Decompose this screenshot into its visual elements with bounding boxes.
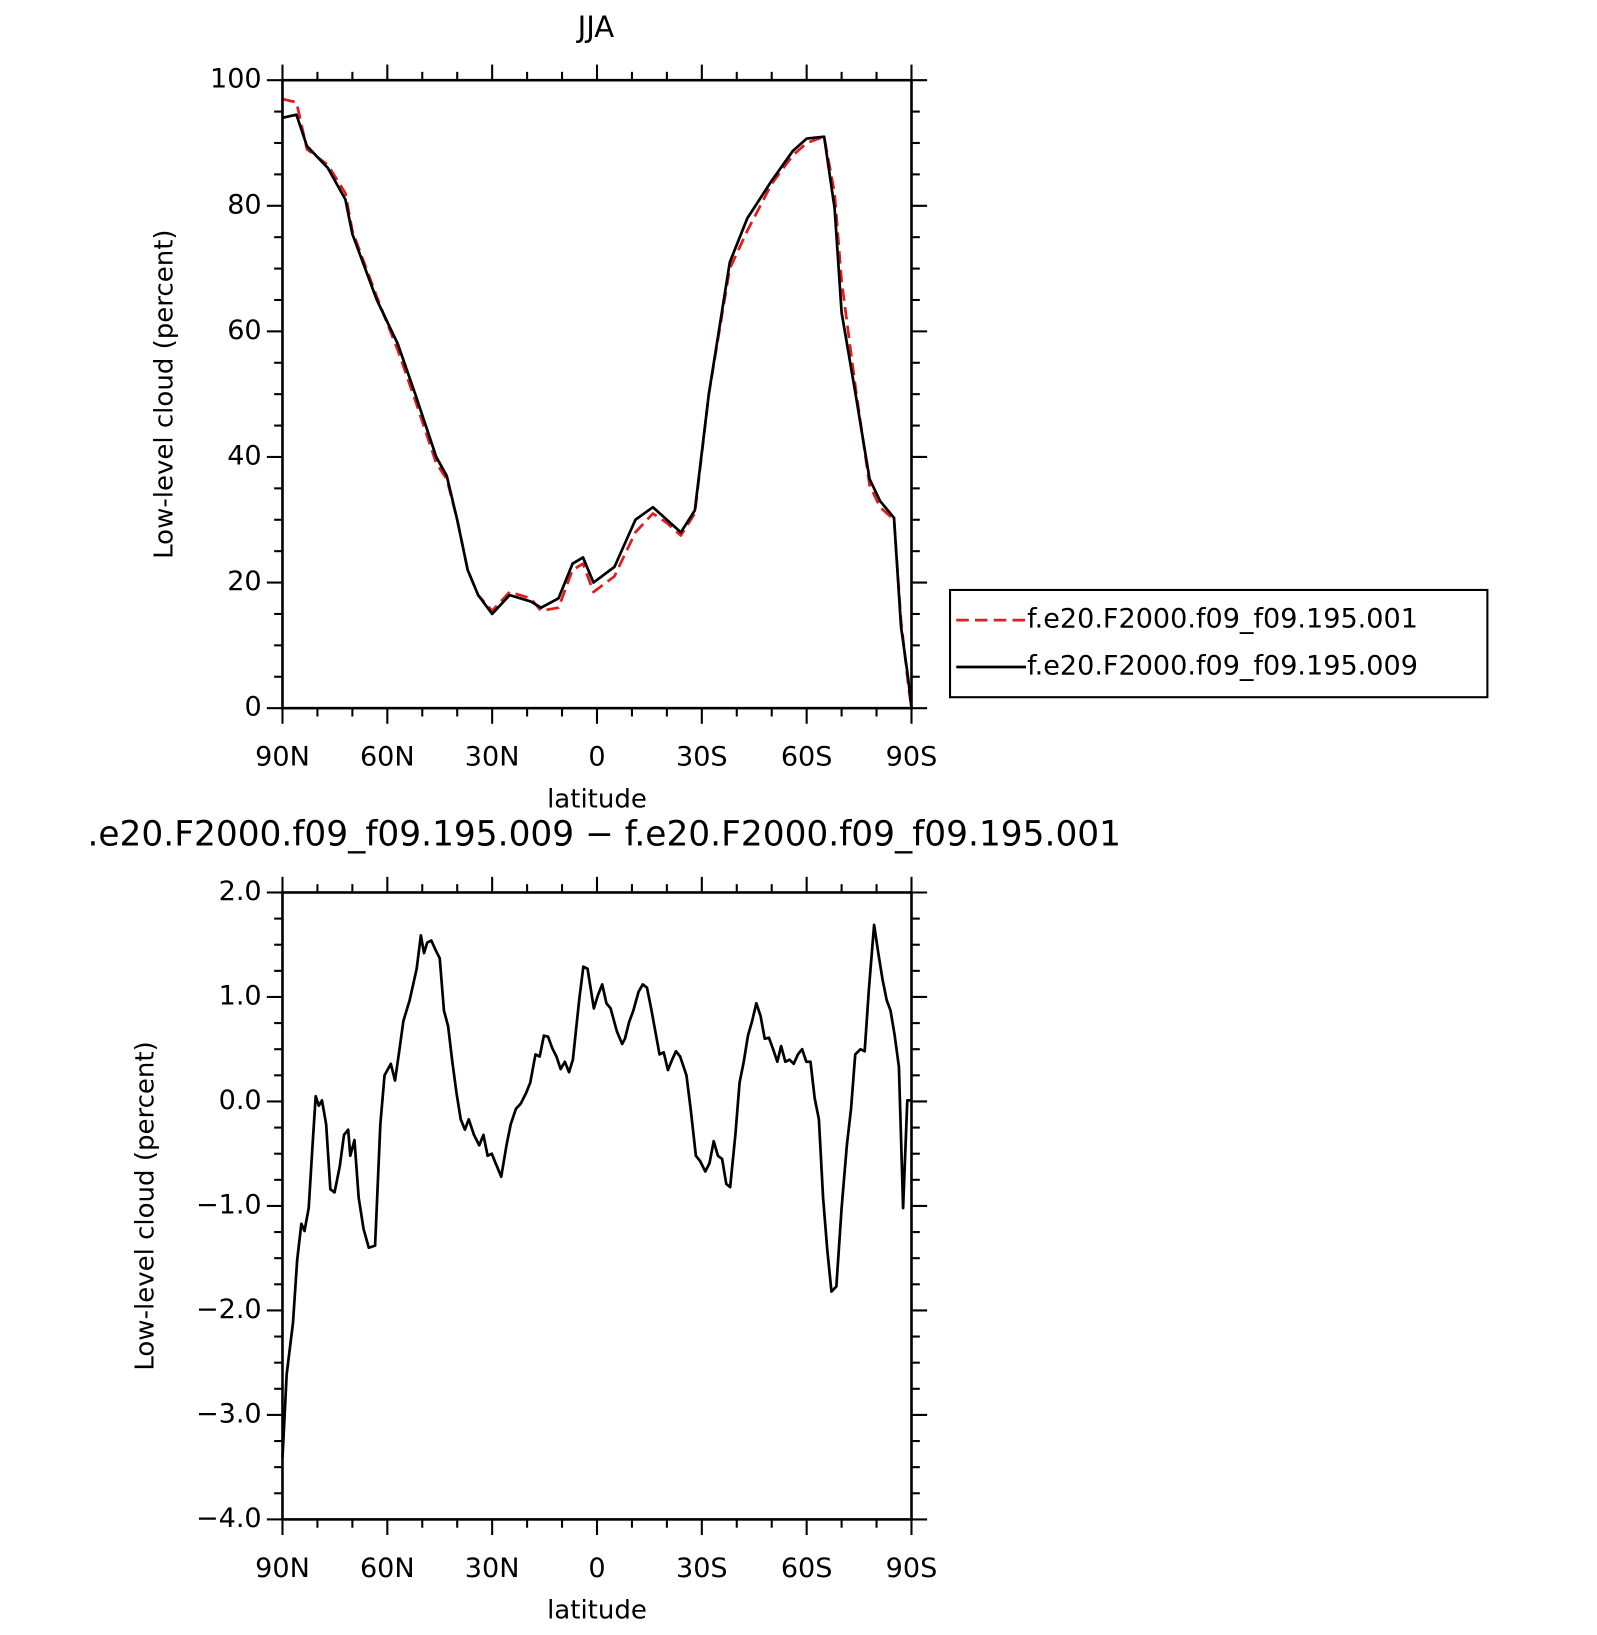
y-tick-label: 80 xyxy=(227,189,261,220)
x-axis-label: latitude xyxy=(547,1596,647,1626)
data-line xyxy=(281,923,912,1458)
chart-panel: .e20.F2000.f09_f09.195.009 − f.e20.F2000… xyxy=(88,815,1122,1626)
x-tick-label: 30S xyxy=(676,742,728,773)
legend: f.e20.F2000.f09_f09.195.001 f.e20.F2000.f… xyxy=(948,588,1489,699)
y-tick-label: −3.0 xyxy=(196,1398,262,1429)
y-tick-label: −2.0 xyxy=(196,1294,262,1325)
chart-panel: JJA latitude Low-level cloud (percent) 90N 6… xyxy=(149,10,1489,814)
data-line xyxy=(282,97,913,709)
y-tick-label: −4.0 xyxy=(196,1503,262,1534)
y-tick-label: 1.0 xyxy=(219,980,262,1011)
x-tick-label: 90S xyxy=(886,742,938,773)
x-tick-label: 90N xyxy=(255,1553,310,1584)
plot-frame xyxy=(281,78,913,710)
x-tick-label: 30N xyxy=(465,742,520,773)
plot-frame xyxy=(281,891,913,1521)
x-tick-label: 60N xyxy=(360,1553,415,1584)
y-tick-label: 0 xyxy=(244,692,261,723)
y-axis-label: Low-level cloud (percent) xyxy=(149,229,179,558)
x-tick-label: 60N xyxy=(360,742,415,773)
legend-box xyxy=(948,588,1489,699)
x-tick-label: 0 xyxy=(588,1553,605,1584)
x-tick-label: 30S xyxy=(676,1553,728,1584)
y-tick-label: 0.0 xyxy=(219,1085,262,1116)
chart-title: JJA xyxy=(576,10,615,44)
x-tick-label: 60S xyxy=(781,742,833,773)
y-tick-label: 100 xyxy=(210,64,262,95)
legend-label: f.e20.F2000.f09_f09.195.009 xyxy=(1027,651,1418,682)
chart-title: .e20.F2000.f09_f09.195.009 − f.e20.F2000… xyxy=(88,815,1122,855)
y-tick-label: 60 xyxy=(227,315,261,346)
y-tick-label: −1.0 xyxy=(196,1189,262,1220)
x-tick-label: 90S xyxy=(886,1553,938,1584)
y-tick-label: 2.0 xyxy=(219,876,262,907)
y-tick-label: 20 xyxy=(227,566,261,597)
x-tick-label: 90N xyxy=(255,742,310,773)
x-tick-label: 30N xyxy=(465,1553,520,1584)
x-tick-label: 60S xyxy=(781,1553,833,1584)
legend-label: f.e20.F2000.f09_f09.195.001 xyxy=(1027,604,1418,635)
x-axis-label: latitude xyxy=(547,784,647,814)
y-tick-label: 40 xyxy=(227,440,261,471)
data-line xyxy=(282,113,913,709)
y-axis-label: Low-level cloud (percent) xyxy=(131,1041,161,1370)
x-tick-label: 0 xyxy=(588,742,605,773)
